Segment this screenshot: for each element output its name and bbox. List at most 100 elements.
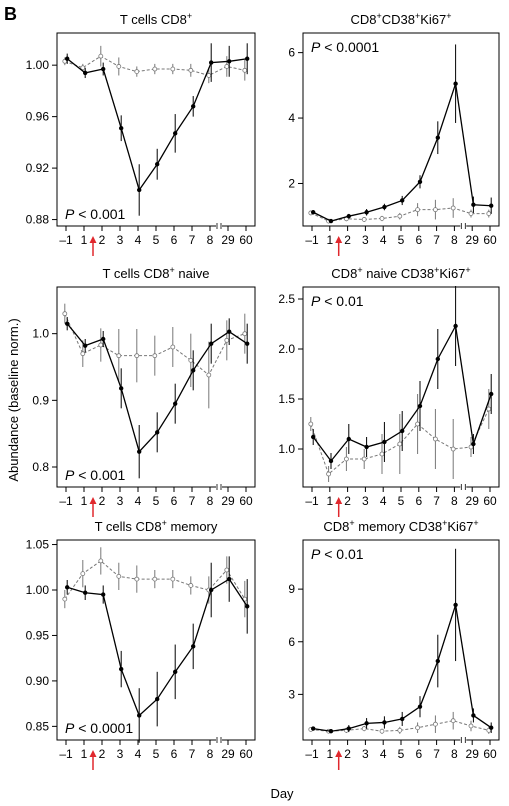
data-point (190, 644, 196, 649)
treatment-arrow-head (89, 236, 97, 243)
data-point (435, 356, 440, 362)
x-tick-label: 2 (344, 233, 351, 247)
axis-break-gap (216, 484, 222, 490)
series-solid (64, 43, 250, 216)
data-point (100, 336, 106, 342)
x-tick-label: 2 (99, 747, 106, 761)
x-tick-label: –1 (59, 747, 73, 761)
data-point (415, 725, 421, 731)
x-tick-label: 8 (451, 494, 458, 508)
x-axis-label: Day (270, 786, 294, 801)
plot-frame (302, 32, 500, 227)
y-tick-label: 0.92 (26, 161, 50, 175)
x-tick-label: 7 (189, 747, 196, 761)
data-point (417, 403, 423, 409)
data-point (311, 434, 316, 440)
chart-panel-3: T cells CD8+ naive 0.8 0.9 1.0 –1 1 2 3 4 5 6 7 8 29 6… (32, 265, 256, 517)
data-point (346, 726, 351, 731)
y-tick-label: 1.00 (26, 58, 50, 72)
data-point (346, 213, 351, 219)
data-point (379, 451, 385, 457)
x-tick-label: 2 (344, 747, 351, 761)
data-point (208, 587, 214, 593)
x-tick-label: 4 (380, 747, 387, 761)
data-point (226, 59, 232, 64)
data-point (343, 456, 349, 462)
x-tick-label: 1 (81, 233, 88, 247)
p-value-label: P < 0.0001 (65, 720, 133, 736)
data-point (134, 353, 140, 359)
chart-panel-5: T cells CD8+ memory 0.85 0.90 0.95 1.00 1.05 –… (26, 518, 256, 770)
x-tick-label: 8 (451, 233, 458, 247)
data-point (379, 728, 385, 734)
data-point (435, 658, 440, 664)
data-point (308, 421, 314, 427)
data-point (154, 430, 160, 435)
data-point (64, 585, 70, 590)
x-tick-label: 7 (433, 747, 440, 761)
data-point (226, 576, 232, 582)
x-tick-label: –1 (305, 233, 319, 247)
data-point (450, 205, 456, 211)
data-point (400, 428, 405, 434)
data-point (98, 558, 104, 564)
axis-break-gap (216, 223, 222, 229)
data-point (400, 716, 405, 722)
data-point (134, 576, 140, 582)
data-point (328, 458, 334, 464)
data-point (134, 69, 140, 74)
data-point (382, 720, 387, 725)
data-point (242, 67, 248, 73)
data-point (486, 406, 492, 412)
x-tick-label: 4 (135, 494, 142, 508)
series-solid (311, 44, 494, 224)
y-tick-label: 0.88 (26, 213, 50, 227)
y-tick-label: 2.5 (278, 292, 295, 306)
x-tick-label: 1 (81, 494, 88, 508)
data-point (379, 216, 385, 221)
data-point (400, 198, 405, 203)
x-tick-label: 5 (398, 233, 405, 247)
data-point (82, 70, 88, 76)
data-point (170, 344, 176, 350)
data-point (100, 592, 106, 597)
data-point (311, 726, 316, 731)
data-point (188, 583, 194, 588)
x-tick-label: 1 (326, 494, 333, 508)
data-point (82, 590, 88, 595)
x-tick-label: 29 (466, 494, 480, 508)
plot-frame (302, 539, 500, 741)
x-tick-label: 2 (99, 494, 106, 508)
x-tick-label: 60 (483, 233, 497, 247)
x-tick-label: 6 (171, 747, 178, 761)
x-tick-label: 3 (362, 494, 369, 508)
x-tick-label: –1 (305, 747, 319, 761)
data-point (154, 162, 160, 167)
data-point (471, 202, 476, 207)
x-tick-label: 1 (326, 233, 333, 247)
x-tick-label: 5 (398, 747, 405, 761)
data-point (62, 311, 68, 317)
data-point (82, 343, 88, 348)
chart-panel-6: CD8+ memory CD38+Ki67+369–1 1 2 3 4 5 6 7 8 29 60P… (288, 518, 500, 770)
panel-letter: B (4, 4, 17, 24)
data-point (397, 213, 403, 219)
chart-title: T cells CD8+ memory (95, 518, 218, 534)
x-tick-label: 3 (117, 233, 124, 247)
treatment-arrow-head (89, 750, 97, 757)
data-point (64, 321, 70, 326)
data-point (116, 64, 122, 69)
x-tick-label: 6 (415, 233, 422, 247)
data-point (170, 66, 176, 72)
data-point (382, 204, 387, 210)
data-point (417, 179, 423, 185)
data-point (468, 723, 474, 729)
treatment-arrow-head (89, 497, 97, 504)
x-tick-label: 6 (415, 747, 422, 761)
data-point (206, 73, 212, 78)
y-tick-label: 0.8 (32, 460, 49, 474)
x-tick-label: 7 (189, 494, 196, 508)
data-point (118, 386, 124, 391)
x-tick-label: 7 (433, 494, 440, 508)
chart-panel-1: T cells CD8+ 0.88 0.92 0.96 1.00 –1 1 2 3 4 5 6 7 8 29… (26, 11, 256, 256)
